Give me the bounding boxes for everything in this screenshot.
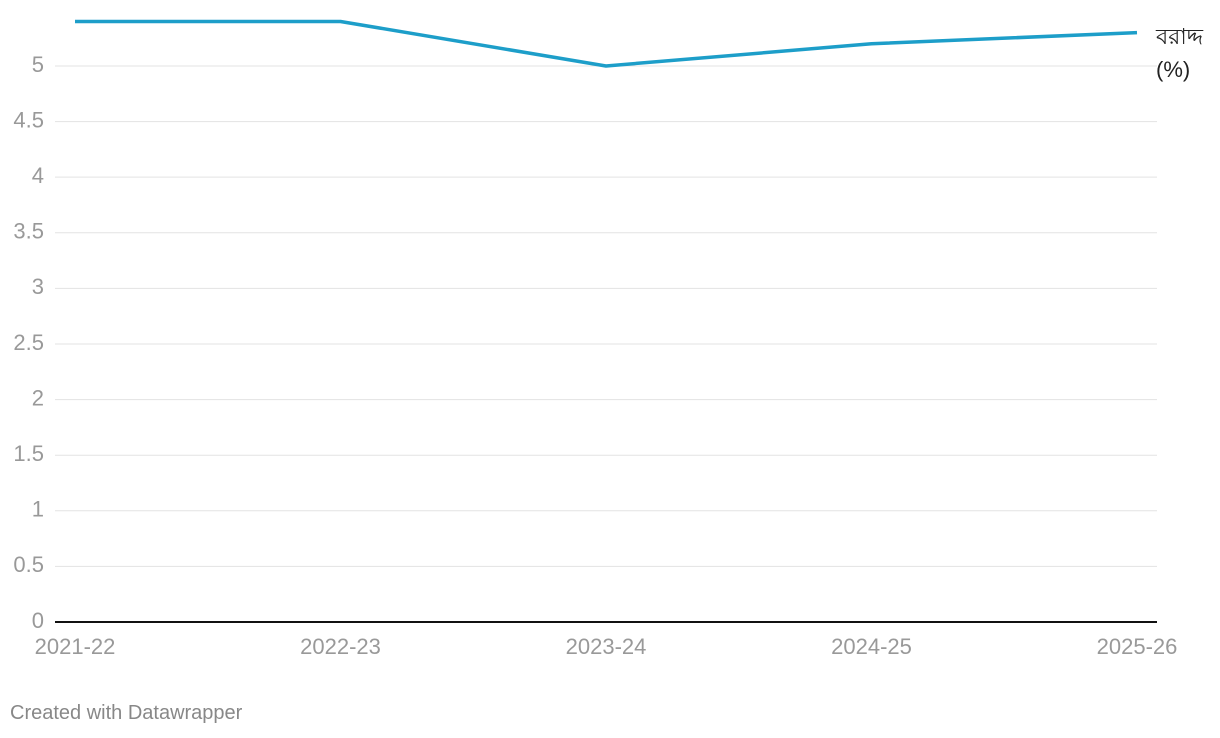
- x-tick-label: 2023-24: [566, 634, 647, 659]
- y-tick-label: 1.5: [13, 441, 44, 466]
- y-tick-label: 2.5: [13, 330, 44, 355]
- y-tick-label: 2: [32, 385, 44, 410]
- x-tick-label: 2022-23: [300, 634, 381, 659]
- y-tick-label: 4.5: [13, 107, 44, 132]
- y-tick-label: 3.5: [13, 219, 44, 244]
- footer: Created with Datawrapper: [10, 702, 243, 724]
- y-tick-label: 5: [32, 52, 44, 77]
- x-tick-label: 2024-25: [831, 634, 912, 659]
- y-tick-label: 3: [32, 274, 44, 299]
- x-tick-label: 2021-22: [35, 634, 116, 659]
- series-label: বরাদ্দ (%): [1156, 24, 1204, 82]
- y-tick-label: 0: [32, 608, 44, 633]
- y-tick-label: 0.5: [13, 552, 44, 577]
- x-tick-label: 2025-26: [1097, 634, 1178, 659]
- y-tick-label: 1: [32, 497, 44, 522]
- series-line: [75, 19, 1138, 68]
- y-tick-label: 4: [32, 163, 44, 188]
